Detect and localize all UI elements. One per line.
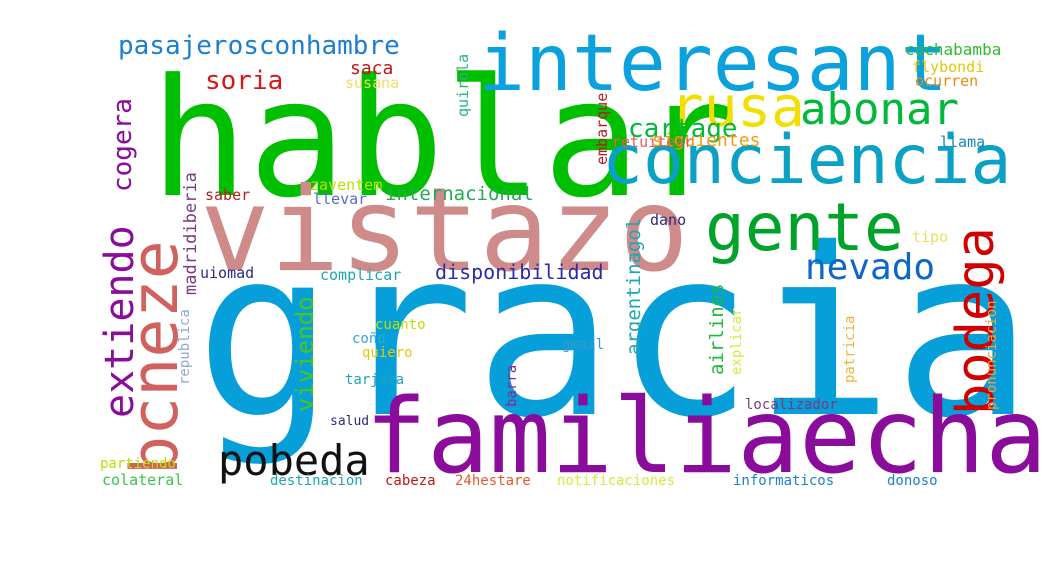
word-colateral: colateral xyxy=(102,471,184,489)
word-salud: salud xyxy=(330,414,370,429)
word-saca: saca xyxy=(350,58,394,79)
word-dano: dano xyxy=(650,211,687,229)
word-vistazo: vistazo xyxy=(200,163,689,298)
word-conciencia: conciencia xyxy=(602,121,1012,200)
word-gente: gente xyxy=(705,189,904,266)
word-madridiberia: madridiberia xyxy=(181,172,201,295)
word-familiaecha: familiaecha xyxy=(365,377,1046,497)
word-zaventem: zaventem xyxy=(310,176,383,194)
word-quiero: quiero xyxy=(362,345,413,361)
word-argentinagol: argentinagol xyxy=(623,217,645,355)
word-pasajerosconhambre: pasajerosconhambre xyxy=(118,31,400,61)
word-patricia: patricia xyxy=(842,315,858,383)
word-notificaciones: notificaciones xyxy=(557,473,676,489)
word-cabeza: cabeza xyxy=(385,473,436,489)
word-saber: saber xyxy=(205,186,251,204)
word-gracias: gracias xyxy=(195,199,1046,469)
word-soria: soria xyxy=(205,66,284,96)
word-gmail: gmail xyxy=(562,337,605,353)
word-pronunciacion: pronunciacion xyxy=(984,300,1000,410)
word-llevar: llevar xyxy=(313,190,368,208)
word-airlines: airlines xyxy=(706,283,728,375)
word-quirola: quirola xyxy=(454,53,472,117)
word-nevado: nevado xyxy=(805,247,936,288)
word-interesant: interesant xyxy=(478,19,948,109)
word-viviendo: viviendo xyxy=(291,296,319,412)
word-destinacion: destinacion xyxy=(270,473,363,489)
word-24hestare: 24hestare xyxy=(455,473,531,489)
word-embarque: embarque xyxy=(593,92,611,165)
word-barra: barra xyxy=(504,364,520,407)
word-cartage: cartage xyxy=(628,114,738,144)
word-partiendo: partiendo xyxy=(100,456,176,472)
word-extiendo: extiendo xyxy=(97,225,143,418)
word-pobeda: pobeda xyxy=(218,436,370,485)
word-republica: republica xyxy=(177,309,193,385)
word-disponibilidad: disponibilidad xyxy=(435,260,604,284)
word-uiomad: uiomad xyxy=(200,264,255,282)
word-hablar: hablar xyxy=(150,45,739,234)
word-tipo: tipo xyxy=(912,228,949,246)
word-flybondi: flybondi xyxy=(912,58,985,76)
word-llama: llama xyxy=(940,133,986,151)
word-localizador: localizador xyxy=(745,397,838,413)
word-cogera: cogera xyxy=(108,98,138,192)
word-cuanto: cuanto xyxy=(375,317,426,333)
word-tarjeta: tarjeta xyxy=(345,372,405,388)
word-explicar: explicar xyxy=(729,307,745,375)
word-rusa: rusa xyxy=(670,75,805,140)
word-susana: susana xyxy=(345,74,400,92)
word-informaticos: informaticos xyxy=(733,473,835,489)
word-internacional: internacional xyxy=(385,183,534,205)
word-donoso: donoso xyxy=(887,473,938,489)
word-cochabamba: cochabamba xyxy=(905,40,1002,59)
word-ocurren: ocurren xyxy=(915,72,979,90)
word-abonar: abonar xyxy=(800,84,959,135)
word-retuitear: retuitear xyxy=(612,133,694,151)
word-complicar: complicar xyxy=(320,266,402,284)
word-co-o: coño xyxy=(352,331,386,347)
word-siguientes: siguientes xyxy=(652,130,761,151)
